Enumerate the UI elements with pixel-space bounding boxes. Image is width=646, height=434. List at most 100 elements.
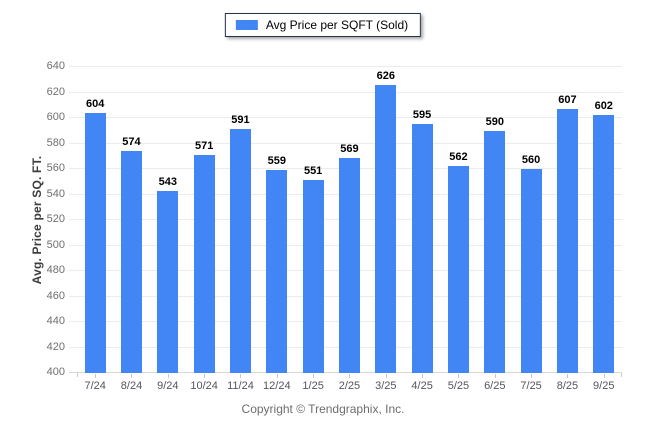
gridline	[69, 66, 622, 67]
y-axis-labels: 400 420 440 460 480 500 520 540 560 580 600 620 640	[0, 61, 65, 378]
y-tick-label: 620	[46, 85, 65, 98]
x-tick-label: 8/24	[120, 380, 143, 392]
bar-cell: 571	[186, 67, 222, 373]
x-tick-label: 4/25	[411, 380, 433, 392]
bar-8/25[interactable]	[556, 109, 578, 373]
x-tick	[276, 374, 278, 378]
x-tick	[385, 374, 387, 378]
plot-area: 604 574 543 571 591 559 551 569 626 595 562 590 560 6…	[69, 66, 622, 377]
y-tick-label: 580	[46, 136, 65, 149]
y-tick-label: 440	[46, 315, 65, 328]
x-tick	[167, 374, 169, 378]
legend-swatch	[235, 20, 258, 30]
bar-value-label: 590	[485, 115, 504, 128]
bar-8/24[interactable]	[120, 151, 142, 373]
bar-4/25[interactable]	[411, 124, 433, 373]
x-tick	[204, 374, 206, 378]
bar-11/24[interactable]	[229, 129, 251, 373]
x-tick-cell: 12/24	[259, 374, 295, 392]
x-tick-cell: 6/25	[477, 374, 513, 392]
x-tick-cell: 9/25	[586, 374, 622, 392]
gridline	[69, 142, 622, 144]
x-tick-label: 3/25	[375, 380, 397, 392]
gridline	[69, 117, 622, 118]
bar-7/24[interactable]	[84, 112, 106, 373]
x-tick-label: 9/25	[593, 380, 615, 392]
bar-2/25[interactable]	[338, 157, 360, 373]
bar-3/25[interactable]	[375, 84, 397, 373]
x-tick-cell: 9/24	[150, 374, 186, 392]
x-tick-cell: 10/24	[186, 374, 222, 392]
bar-value-label: 562	[449, 151, 468, 164]
bar-value-label: 560	[521, 154, 541, 167]
x-tick-label: 1/25	[302, 380, 324, 392]
legend-label: Avg Price per SQFT (Sold)	[265, 18, 409, 32]
bar-6/25[interactable]	[484, 130, 506, 373]
bar-cell: 602	[586, 67, 622, 373]
bar-9/25[interactable]	[593, 115, 615, 373]
bar-cell: 569	[331, 67, 367, 373]
bar-value-label: 559	[267, 155, 286, 168]
bar-1/25[interactable]	[302, 180, 324, 373]
x-tick	[131, 374, 133, 378]
x-tick	[95, 374, 97, 378]
bar-value-label: 604	[85, 97, 105, 110]
bar-value-label: 602	[594, 100, 613, 113]
x-axis-labels: 7/24 8/24 9/24 10/24 11/24 12/24 1/25 2/25 3/25 4…	[77, 374, 622, 392]
x-tick	[603, 374, 605, 378]
bar-value-label: 607	[558, 94, 577, 107]
x-tick-cell: 7/25	[513, 374, 549, 392]
x-tick	[494, 374, 496, 378]
x-tick-label: 12/24	[263, 380, 291, 392]
bar-12/24[interactable]	[266, 170, 288, 373]
bar-value-label: 626	[376, 69, 395, 82]
bar-9/24[interactable]	[157, 190, 179, 373]
x-tick-label: 8/25	[556, 380, 579, 392]
y-tick-label: 500	[46, 238, 65, 251]
x-tick-cell: 3/25	[368, 374, 404, 392]
x-tick-cell: 8/24	[113, 374, 149, 392]
bar-cell: 551	[295, 67, 331, 373]
y-tick-label: 640	[46, 60, 65, 72]
x-tick-cell: 2/25	[331, 374, 367, 392]
bar-value-label: 574	[122, 136, 141, 149]
x-tick-cell: 1/25	[295, 374, 331, 392]
bar-cell: 591	[222, 67, 258, 373]
y-tick-label: 480	[46, 264, 65, 277]
bar-cell: 562	[440, 67, 476, 373]
gridline	[69, 91, 622, 93]
bar-10/24[interactable]	[193, 154, 215, 373]
x-tick-label: 6/25	[484, 380, 506, 392]
x-tick-label: 10/24	[190, 380, 218, 392]
bar-cell: 626	[368, 67, 404, 373]
y-tick-label: 460	[46, 289, 65, 302]
y-tick-label: 540	[46, 187, 65, 200]
x-tick	[531, 374, 533, 378]
bar-value-label: 571	[194, 139, 214, 152]
bar-value-label: 591	[231, 114, 250, 127]
bar-5/25[interactable]	[447, 166, 469, 373]
x-tick-label: 2/25	[338, 380, 361, 392]
copyright-text: Copyright © Trendgraphix, Inc.	[241, 402, 405, 416]
y-tick-label: 600	[46, 111, 65, 123]
bar-value-label: 543	[158, 175, 177, 188]
bar-7/25[interactable]	[520, 169, 542, 373]
bar-cell: 607	[549, 67, 585, 373]
x-tick	[422, 374, 424, 378]
bar-cell: 604	[77, 67, 113, 373]
y-tick-label: 560	[46, 162, 65, 175]
x-tick-label: 7/25	[520, 380, 542, 392]
x-tick	[458, 374, 460, 378]
x-tick	[240, 374, 242, 378]
y-tick-label: 520	[46, 213, 65, 225]
x-tick-label: 5/25	[447, 380, 470, 392]
legend[interactable]: Avg Price per SQFT (Sold)	[224, 13, 422, 37]
bar-value-label: 595	[412, 109, 432, 122]
x-tick-cell: 7/24	[77, 374, 113, 392]
bar-cell: 590	[477, 67, 513, 373]
x-tick-cell: 11/24	[222, 374, 258, 392]
x-tick-label: 11/24	[227, 380, 254, 392]
bar-cell: 574	[113, 67, 149, 373]
x-tick	[567, 374, 569, 378]
